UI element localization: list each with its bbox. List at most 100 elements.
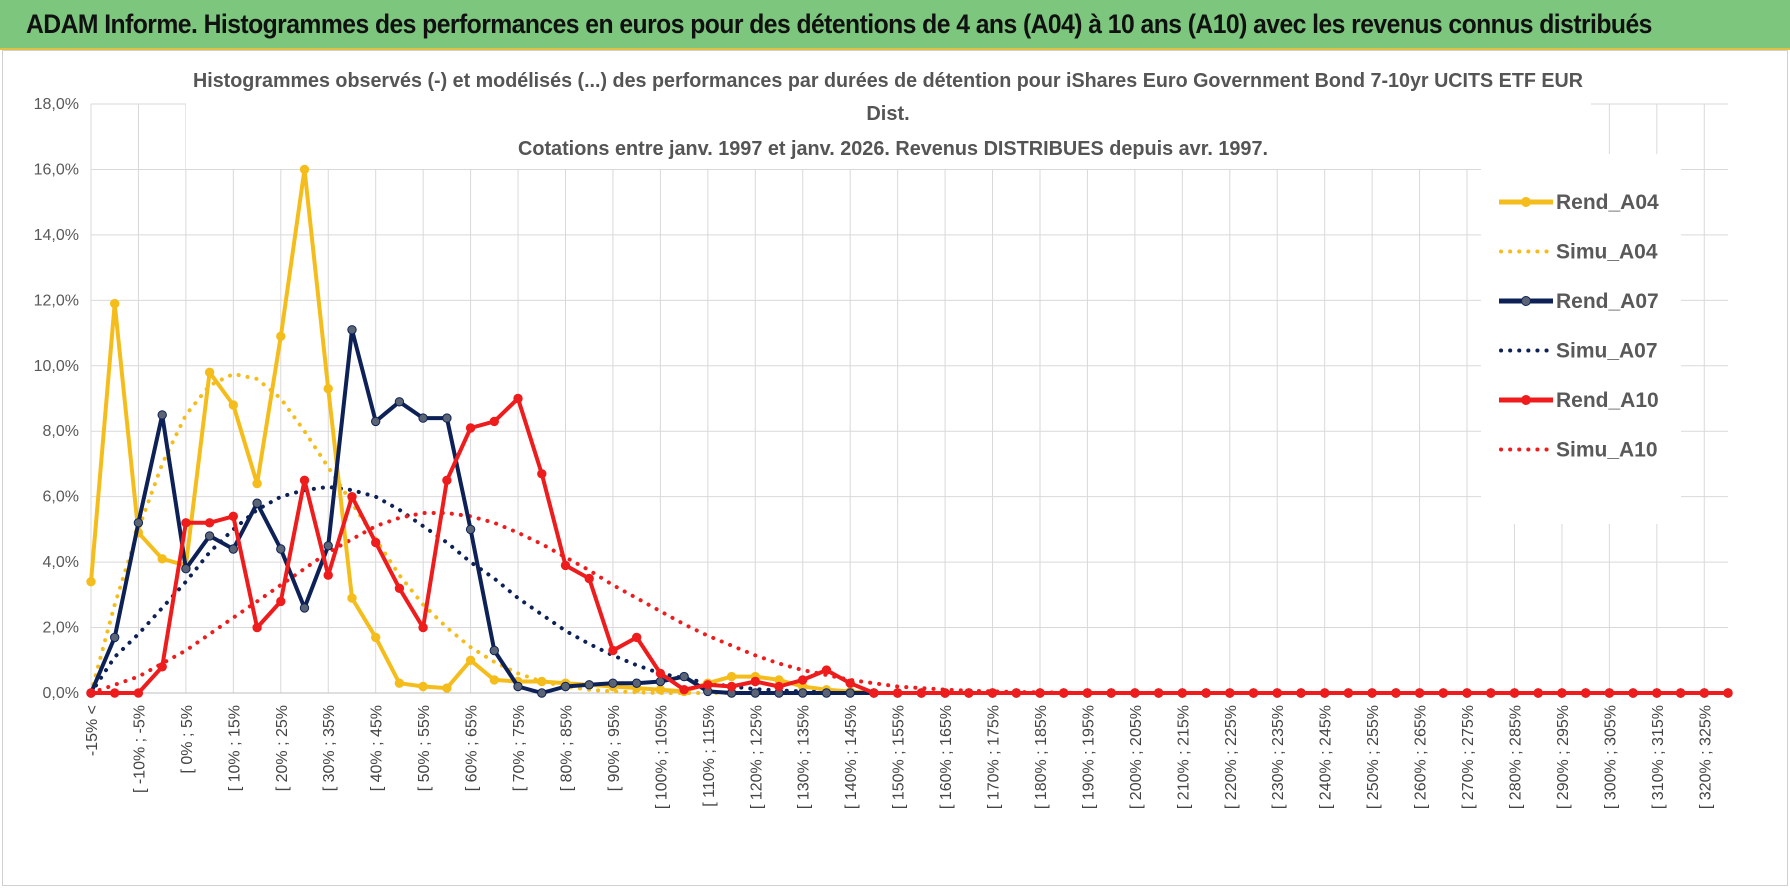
x-tick-label: [ 160% ; 165% (938, 705, 955, 809)
x-tick-label: -15% < (84, 705, 101, 756)
data-point (110, 688, 120, 698)
data-point (110, 298, 120, 309)
y-tick-label: 6,0% (43, 489, 79, 506)
data-point (204, 367, 215, 377)
data-point (157, 410, 167, 420)
data-point (1320, 688, 1330, 698)
data-point (299, 475, 310, 485)
x-tick-label: [ 120% ; 125% (748, 705, 765, 809)
data-point (537, 469, 547, 479)
legend-label: Rend_A07 (1556, 290, 1659, 313)
data-point (1675, 688, 1686, 698)
x-tick-label: [ 30% ; 35% (321, 705, 338, 791)
legend-background (1481, 154, 1681, 524)
y-tick-label: 14,0% (34, 227, 79, 244)
x-tick-label: [ 80% ; 85% (558, 705, 575, 791)
data-point (252, 498, 262, 508)
data-point (86, 577, 96, 587)
data-point (465, 655, 476, 665)
data-point (418, 622, 428, 633)
x-tick-label: [ 150% ; 155% (891, 705, 908, 809)
data-point (1201, 688, 1211, 698)
x-tick-label: [ 90% ; 95% (606, 705, 623, 791)
data-point (964, 688, 974, 698)
y-tick-label: 12,0% (34, 292, 79, 309)
x-tick-label: [ 270% ; 275% (1460, 705, 1477, 809)
histogram-chart: 0,0% 2,0% 4,0% 6,0% 8,0% 10,0% 12,0% 14,0% 16,0%… (34, 63, 1733, 809)
data-point (869, 688, 879, 698)
data-point (774, 681, 784, 692)
x-tick-label: [ 130% ; 135% (796, 705, 813, 809)
y-tick-label: 16,0% (34, 161, 79, 178)
data-point (1581, 688, 1591, 698)
legend-label: Rend_A04 (1556, 191, 1659, 214)
data-point (181, 564, 191, 574)
data-point (394, 397, 405, 407)
series-line (91, 396, 1728, 695)
data-point (726, 681, 737, 692)
x-tick-label: [ 40% ; 45% (369, 705, 386, 791)
data-point (798, 688, 808, 698)
data-point (157, 662, 167, 672)
gridlines (90, 103, 1728, 694)
data-point (1557, 688, 1567, 698)
data-point (204, 531, 215, 541)
data-point (584, 680, 594, 690)
chart-title-background (186, 63, 1591, 169)
x-tick-label: [ 180% ; 185% (1033, 705, 1050, 809)
data-point (86, 688, 96, 698)
x-tick-label: [ 50% ; 55% (416, 705, 433, 791)
data-point (323, 384, 333, 394)
data-point (347, 492, 357, 502)
data-point (940, 688, 950, 698)
data-point (537, 676, 547, 687)
data-point (442, 683, 452, 693)
x-tick-label: [ 230% ; 235% (1270, 705, 1287, 809)
x-tick-label: [ -10% ; -5% (131, 705, 148, 793)
data-point (750, 688, 760, 698)
data-point (489, 675, 499, 685)
x-tick-label: [ 20% ; 25% (274, 705, 291, 791)
data-point (798, 675, 808, 685)
data-point (181, 518, 191, 528)
x-tick-label: [ 320% ; 325% (1697, 705, 1714, 809)
data-point (323, 570, 333, 580)
data-point (1486, 688, 1496, 698)
data-point (1533, 688, 1543, 698)
data-point (1628, 688, 1638, 698)
x-tick-label: [ 210% ; 215% (1175, 705, 1192, 809)
y-tick-label: 2,0% (43, 620, 79, 637)
data-point (418, 681, 428, 692)
data-point (655, 685, 666, 695)
data-point (1225, 688, 1235, 698)
chart-title-line-2: Dist. (866, 103, 909, 125)
data-point (228, 511, 239, 521)
data-point (228, 400, 239, 410)
legend-item-simu-a10: Simu_A10 (1499, 439, 1658, 462)
data-point (465, 423, 476, 433)
data-point (537, 688, 547, 698)
x-tick-label: [ 290% ; 295% (1555, 705, 1572, 809)
x-tick-label: [ 310% ; 315% (1650, 705, 1667, 809)
legend-item-rend-a10: Rend_A10 (1499, 389, 1659, 412)
y-tick-label: 0,0% (43, 685, 79, 702)
data-point (726, 671, 737, 682)
data-point (1106, 688, 1116, 698)
data-point (276, 331, 286, 341)
y-tick-label: 4,0% (43, 554, 79, 571)
data-point (513, 393, 523, 404)
data-point (1414, 688, 1425, 698)
series-rend-a10 (86, 393, 1733, 698)
x-tick-label: [ 240% ; 245% (1318, 705, 1335, 809)
x-tick-label: [ 70% ; 75% (511, 705, 528, 791)
data-point (252, 622, 262, 633)
data-point (1082, 688, 1093, 698)
data-point (1059, 688, 1069, 698)
data-point (655, 676, 666, 687)
data-point (1509, 688, 1520, 698)
data-point (347, 593, 357, 603)
x-tick-label: [ 10% ; 15% (226, 705, 243, 791)
data-point (204, 518, 215, 528)
y-tick-label: 8,0% (43, 423, 79, 440)
data-point (371, 632, 381, 643)
